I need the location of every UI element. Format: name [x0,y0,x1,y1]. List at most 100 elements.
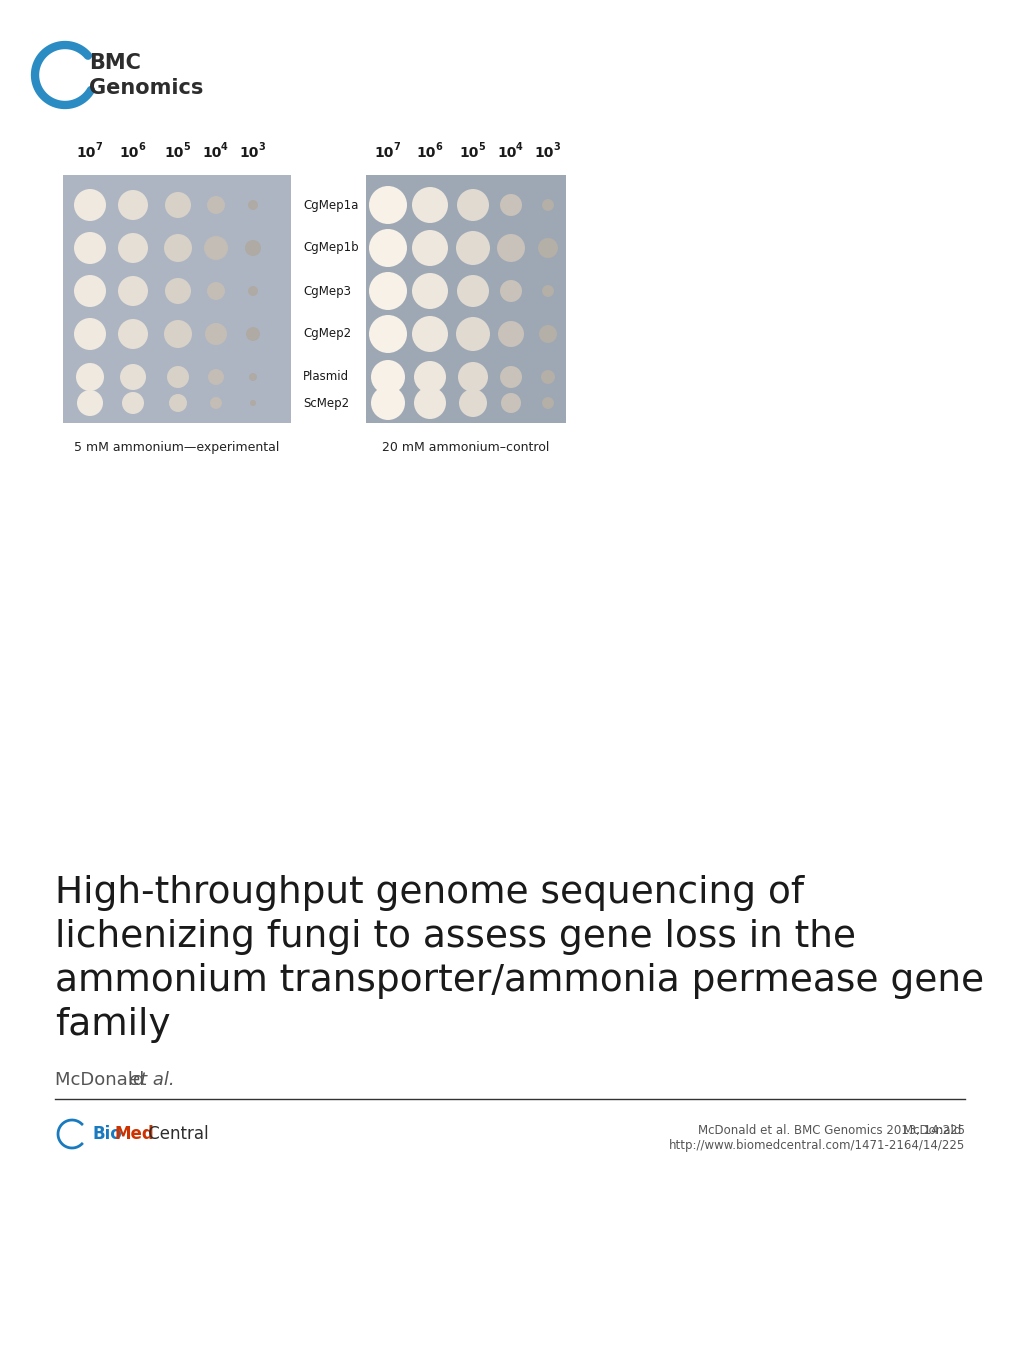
Circle shape [458,361,487,391]
Text: 7: 7 [392,141,399,152]
Circle shape [74,189,106,222]
Circle shape [497,321,524,347]
Circle shape [210,397,222,409]
Circle shape [118,276,148,306]
Text: 10: 10 [497,145,517,160]
Text: 10: 10 [164,145,183,160]
Circle shape [207,283,225,300]
Text: http://www.biomedcentral.com/1471-2164/14/225: http://www.biomedcentral.com/1471-2164/1… [668,1139,964,1152]
Circle shape [369,230,407,266]
Text: Central: Central [143,1125,209,1143]
Text: 10: 10 [239,145,259,160]
Circle shape [164,234,192,262]
Text: 5 mM ammonium—experimental: 5 mM ammonium—experimental [74,442,279,454]
Circle shape [455,231,489,265]
Text: et al.: et al. [128,1071,174,1089]
Circle shape [120,364,146,390]
Circle shape [414,387,445,419]
Circle shape [74,318,106,351]
Text: 10: 10 [459,145,478,160]
Circle shape [459,389,486,417]
Text: 4: 4 [516,141,522,152]
Circle shape [205,323,227,345]
Circle shape [371,360,405,394]
Circle shape [122,391,144,414]
Circle shape [204,236,228,260]
Circle shape [369,315,407,353]
Text: lichenizing fungi to assess gene loss in the: lichenizing fungi to assess gene loss in… [55,919,855,955]
Circle shape [165,279,191,304]
Text: 10: 10 [202,145,221,160]
Text: CgMep3: CgMep3 [303,284,351,298]
Circle shape [540,370,554,385]
Text: McDonald et al. BMC Genomics 2013, 14:225: McDonald et al. BMC Genomics 2013, 14:22… [697,1124,964,1137]
Circle shape [371,386,405,420]
Text: CgMep2: CgMep2 [303,328,351,341]
Circle shape [538,325,556,342]
Circle shape [499,280,522,302]
Circle shape [496,234,525,262]
Circle shape [76,363,104,391]
Text: 5: 5 [182,141,190,152]
Circle shape [457,189,488,222]
Circle shape [250,400,256,406]
Circle shape [245,241,261,255]
Circle shape [414,361,445,393]
Circle shape [248,200,258,211]
Text: 5: 5 [478,141,484,152]
Text: 7: 7 [95,141,102,152]
Circle shape [537,238,557,258]
Text: 6: 6 [434,141,441,152]
Text: High-throughput genome sequencing of: High-throughput genome sequencing of [55,875,803,911]
Text: 10: 10 [119,145,139,160]
Text: Plasmid: Plasmid [303,371,348,383]
Circle shape [541,198,553,211]
Text: 10: 10 [76,145,96,160]
Circle shape [246,328,260,341]
Text: 20 mM ammonium–control: 20 mM ammonium–control [382,442,549,454]
Text: 6: 6 [138,141,145,152]
Text: BMC: BMC [89,53,141,73]
Circle shape [455,317,489,351]
Text: ammonium transporter/ammonia permease gene: ammonium transporter/ammonia permease ge… [55,964,983,999]
Circle shape [412,188,447,223]
Circle shape [169,394,186,412]
Circle shape [369,272,407,310]
Text: McDonald: McDonald [902,1124,964,1137]
Circle shape [412,230,447,266]
Text: Genomics: Genomics [89,77,203,98]
Text: McDonald: McDonald [55,1071,150,1089]
Circle shape [369,186,407,224]
Circle shape [118,190,148,220]
Circle shape [249,372,257,381]
Circle shape [541,285,553,298]
Bar [366,175,566,423]
Circle shape [118,232,148,264]
Text: 10: 10 [374,145,393,160]
Circle shape [76,390,103,416]
Circle shape [457,275,488,307]
Circle shape [74,232,106,264]
Circle shape [500,393,521,413]
Circle shape [541,397,553,409]
Text: ScMep2: ScMep2 [303,397,348,409]
Circle shape [164,319,192,348]
Circle shape [412,273,447,308]
Circle shape [499,194,522,216]
Circle shape [207,196,225,213]
Bar [63,175,290,423]
Circle shape [165,192,191,217]
Circle shape [167,366,189,389]
Text: 3: 3 [552,141,559,152]
Text: family: family [55,1007,170,1042]
Circle shape [412,317,447,352]
Circle shape [118,319,148,349]
Circle shape [74,275,106,307]
Text: CgMep1b: CgMep1b [303,242,359,254]
Text: 4: 4 [221,141,227,152]
Circle shape [248,285,258,296]
Text: Bio: Bio [93,1125,122,1143]
Circle shape [499,366,522,389]
Text: CgMep1a: CgMep1a [303,198,358,212]
Text: 10: 10 [534,145,553,160]
